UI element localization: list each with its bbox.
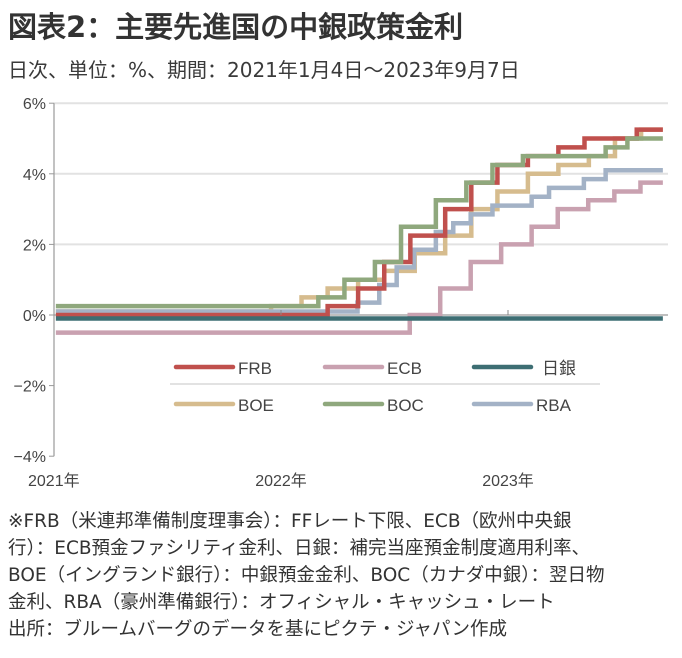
footnote-line: 行）：ECB預金ファシリティ金利、日銀：補完当座預金制度適用利率、 <box>8 538 590 559</box>
y-tick-label: −2% <box>14 379 46 396</box>
x-tick-label: 2021年 <box>28 472 80 490</box>
chart: 6% 4% 2% 0% −2% −4% 2021年 2022年 2023年 FRB ECB 日銀 BO… <box>14 96 668 490</box>
legend-label: RBA <box>536 396 572 415</box>
y-tick-label: −4% <box>14 449 46 466</box>
series-line-FRB <box>55 127 663 318</box>
footnote-line: 金利、RBA（豪州準備銀行）：オフィシャル・キャッシュ・レート <box>8 592 555 613</box>
series-line-ECB <box>55 180 663 335</box>
footnote-line: ※FRB（米連邦準備制度理事会）：FFレート下限、ECB（欧州中央銀 <box>8 511 572 532</box>
y-tick-label: 2% <box>23 237 46 254</box>
series-line-BOC <box>55 136 663 309</box>
legend-label: 日銀 <box>542 359 576 378</box>
chart-subtitle: 日次、単位：%、期間：2021年1月4日～2023年9月7日 <box>8 58 520 82</box>
y-tick-label: 0% <box>23 308 46 325</box>
legend-label: BOC <box>387 396 424 415</box>
legend-label: FRB <box>238 359 272 378</box>
x-tick-label: 2022年 <box>255 472 307 490</box>
y-tick-label: 4% <box>23 167 46 184</box>
x-tick-label: 2023年 <box>482 472 534 490</box>
footnote-line: BOE（イングランド銀行）：中銀預金金利、BOC（カナダ中銀）：翌日物 <box>8 565 605 586</box>
chart-title: 図表2：主要先進国の中銀政策金利 <box>8 10 464 44</box>
legend-label: BOE <box>238 396 274 415</box>
source-note: 出所：ブルームバーグのデータを基にピクテ・ジャパン作成 <box>8 619 507 640</box>
y-tick-label: 6% <box>23 96 46 113</box>
footnotes: ※FRB（米連邦準備制度理事会）：FFレート下限、ECB（欧州中央銀 行）：EC… <box>8 508 604 643</box>
legend-label: ECB <box>387 359 422 378</box>
